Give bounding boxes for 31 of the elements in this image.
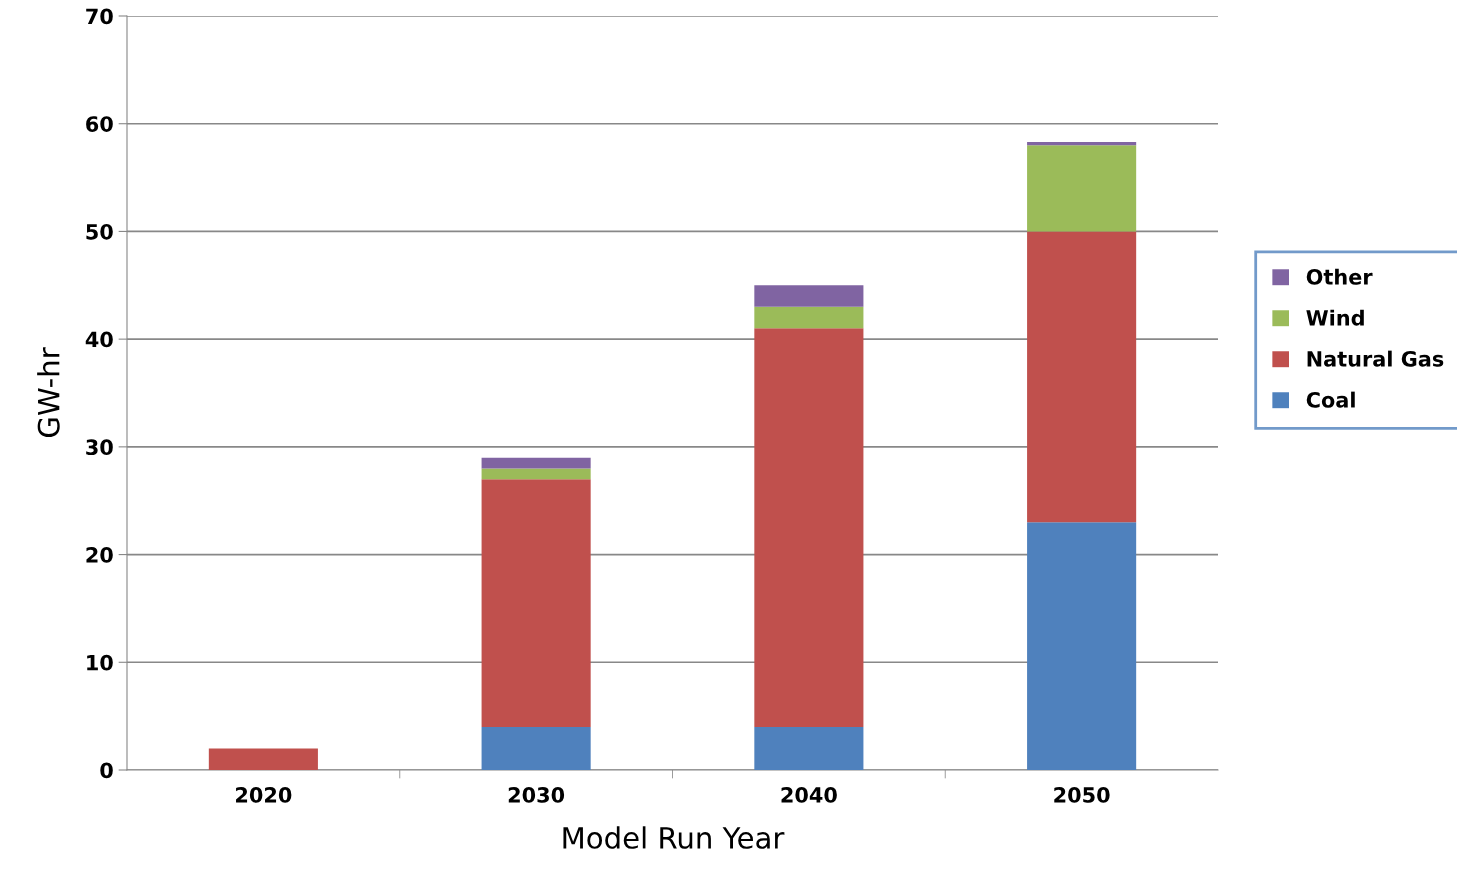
x-tick-label: 2050	[1054, 787, 1110, 803]
bar	[1027, 231, 1137, 523]
bar	[754, 285, 864, 307]
y-axis-title: GW-hr	[37, 347, 60, 437]
bar	[481, 457, 591, 469]
legend-label: Wind	[1306, 309, 1364, 326]
bar	[754, 328, 864, 727]
bar	[1027, 142, 1137, 146]
bar	[1027, 522, 1137, 770]
bar	[754, 726, 864, 770]
y-tick-label: 50	[86, 223, 113, 240]
y-tick-label: 0	[100, 762, 113, 779]
y-tick-label: 70	[86, 8, 113, 25]
y-tick-label: 60	[86, 116, 113, 132]
x-axis-title: Model Run Year	[563, 826, 785, 849]
x-tick-label: 2030	[508, 787, 565, 803]
bar	[1027, 145, 1137, 232]
bar	[208, 748, 318, 770]
bar	[481, 726, 591, 770]
legend-label: Coal	[1306, 391, 1355, 408]
x-tick-label: 2040	[781, 787, 837, 803]
bar	[481, 468, 591, 480]
y-tick-label: 40	[85, 331, 113, 348]
x-tick-label: 2020	[236, 787, 292, 803]
bar	[481, 479, 591, 727]
legend-label: Other	[1306, 268, 1373, 285]
y-tick-label: 30	[86, 439, 113, 456]
legend-label: Natural Gas	[1307, 350, 1444, 367]
bar	[754, 306, 864, 329]
y-tick-label: 10	[87, 654, 113, 671]
y-tick-label: 20	[86, 547, 113, 563]
